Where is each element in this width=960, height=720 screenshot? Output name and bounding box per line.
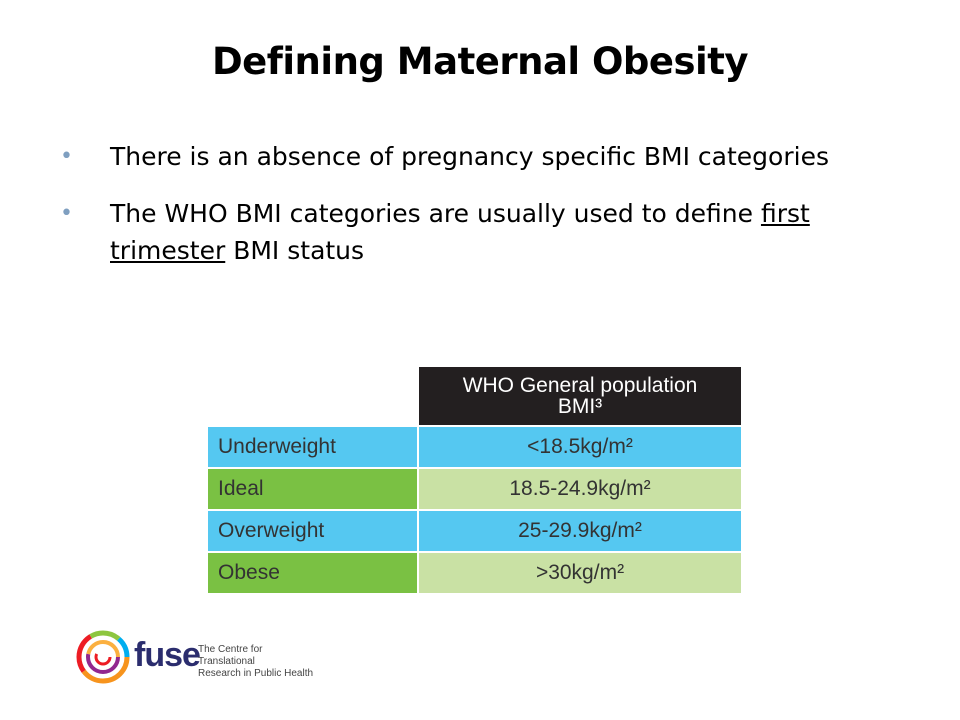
bullet-underlined-text: first trimester	[110, 199, 810, 265]
row-label: Underweight	[206, 425, 419, 469]
table-row: Ideal 18.5-24.9kg/m²	[206, 467, 743, 511]
logo-tagline-line: Research in Public Health	[198, 668, 314, 679]
row-label: Overweight	[206, 509, 419, 553]
table-row: Obese >30kg/m²	[206, 551, 743, 595]
slide-title: Defining Maternal Obesity	[211, 40, 749, 83]
bullet-dot-icon: •	[60, 144, 73, 169]
bullet-item: • There is an absence of pregnancy speci…	[60, 138, 920, 175]
table-header-row: WHO General population BMI³	[207, 365, 743, 427]
bullet-list: • There is an absence of pregnancy speci…	[60, 138, 920, 289]
table-row: Overweight 25-29.9kg/m²	[206, 509, 743, 553]
row-label: Ideal	[206, 467, 419, 511]
logo-tagline-line: The Centre for Translational	[198, 644, 263, 667]
table-header-text: WHO General population BMI³	[462, 374, 698, 418]
row-value: <18.5kg/m²	[417, 425, 743, 469]
bmi-table: WHO General population BMI³ Underweight …	[206, 365, 743, 595]
bullet-item: • The WHO BMI categories are usually use…	[60, 195, 920, 269]
bullet-dot-icon: •	[60, 201, 73, 226]
table-header: WHO General population BMI³	[417, 365, 743, 427]
bullet-text-start: The WHO BMI categories are usually used …	[110, 199, 761, 228]
row-value: 18.5-24.9kg/m²	[417, 467, 743, 511]
table-corner-cell	[207, 366, 418, 426]
table-row: Underweight <18.5kg/m²	[206, 425, 743, 469]
fuse-logo: fuse The Centre for Translational Resear…	[76, 630, 316, 690]
row-value: 25-29.9kg/m²	[417, 509, 743, 553]
row-label: Obese	[206, 551, 419, 595]
bullet-text: There is an absence of pregnancy specifi…	[110, 142, 829, 171]
fuse-swirl-icon	[76, 630, 130, 684]
bullet-text-end: BMI status	[225, 236, 365, 265]
logo-tagline: The Centre for Translational Research in…	[198, 644, 318, 680]
logo-wordmark: fuse	[134, 636, 201, 674]
row-value: >30kg/m²	[417, 551, 743, 595]
